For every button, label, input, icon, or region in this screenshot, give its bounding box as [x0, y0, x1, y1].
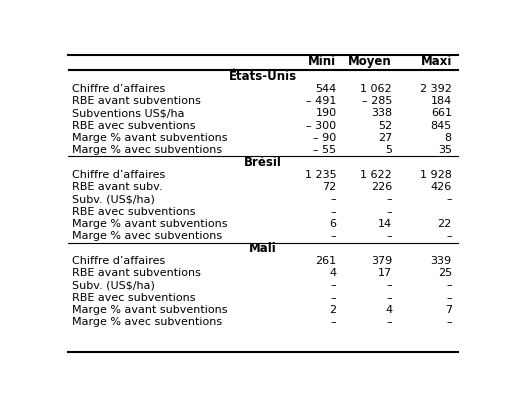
- Text: 5: 5: [385, 145, 392, 155]
- Text: 4: 4: [329, 268, 337, 278]
- Text: –: –: [446, 195, 452, 204]
- Text: Marge % avec subventions: Marge % avec subventions: [72, 145, 222, 155]
- Text: 2 392: 2 392: [420, 84, 452, 94]
- Text: Mini: Mini: [308, 56, 337, 69]
- Text: –: –: [446, 231, 452, 241]
- Text: 1 235: 1 235: [305, 170, 337, 180]
- Text: 14: 14: [378, 219, 392, 229]
- Text: –: –: [331, 195, 337, 204]
- Text: – 285: – 285: [362, 96, 392, 106]
- Text: Moyen: Moyen: [348, 56, 392, 69]
- Text: 17: 17: [378, 268, 392, 278]
- Text: 261: 261: [315, 256, 337, 266]
- Text: Marge % avant subventions: Marge % avant subventions: [72, 219, 228, 229]
- Text: 8: 8: [445, 133, 452, 143]
- Text: Marge % avant subventions: Marge % avant subventions: [72, 133, 228, 143]
- Text: RBE avec subventions: RBE avec subventions: [72, 293, 195, 303]
- Text: – 300: – 300: [306, 121, 337, 131]
- Text: 544: 544: [315, 84, 337, 94]
- Text: 226: 226: [371, 182, 392, 192]
- Text: –: –: [386, 195, 392, 204]
- Text: 426: 426: [430, 182, 452, 192]
- Text: Maxi: Maxi: [420, 56, 452, 69]
- Text: –: –: [386, 293, 392, 303]
- Text: 379: 379: [371, 256, 392, 266]
- Text: Chiffre d’affaires: Chiffre d’affaires: [72, 256, 165, 266]
- Text: 25: 25: [438, 268, 452, 278]
- Text: Chiffre d’affaires: Chiffre d’affaires: [72, 84, 165, 94]
- Text: –: –: [446, 280, 452, 291]
- Text: 1 928: 1 928: [420, 170, 452, 180]
- Text: Marge % avant subventions: Marge % avant subventions: [72, 305, 228, 315]
- Text: – 55: – 55: [313, 145, 337, 155]
- Text: 7: 7: [445, 305, 452, 315]
- Text: – 90: – 90: [313, 133, 337, 143]
- Text: 190: 190: [315, 108, 337, 118]
- Text: RBE avec subventions: RBE avec subventions: [72, 207, 195, 217]
- Text: 339: 339: [430, 256, 452, 266]
- Text: Subventions US$/ha: Subventions US$/ha: [72, 108, 185, 118]
- Text: Mali: Mali: [249, 242, 277, 255]
- Text: –: –: [331, 231, 337, 241]
- Text: 6: 6: [329, 219, 337, 229]
- Text: –: –: [331, 318, 337, 327]
- Text: Marge % avec subventions: Marge % avec subventions: [72, 231, 222, 241]
- Text: Brésil: Brésil: [244, 156, 282, 169]
- Text: –: –: [446, 318, 452, 327]
- Text: 72: 72: [322, 182, 337, 192]
- Text: –: –: [331, 207, 337, 217]
- Text: –: –: [386, 318, 392, 327]
- Text: Subv. (US$/ha): Subv. (US$/ha): [72, 280, 155, 291]
- Text: 52: 52: [378, 121, 392, 131]
- Text: Chiffre d’affaires: Chiffre d’affaires: [72, 170, 165, 180]
- Text: 184: 184: [430, 96, 452, 106]
- Text: – 491: – 491: [306, 96, 337, 106]
- Text: États-Unis: États-Unis: [229, 70, 297, 83]
- Text: –: –: [386, 280, 392, 291]
- Text: 27: 27: [378, 133, 392, 143]
- Text: –: –: [331, 293, 337, 303]
- Text: 4: 4: [385, 305, 392, 315]
- Text: RBE avant subventions: RBE avant subventions: [72, 96, 201, 106]
- Text: –: –: [446, 293, 452, 303]
- Text: –: –: [386, 231, 392, 241]
- Text: RBE avant subventions: RBE avant subventions: [72, 268, 201, 278]
- Text: Subv. (US$/ha): Subv. (US$/ha): [72, 195, 155, 204]
- Text: 661: 661: [431, 108, 452, 118]
- Text: RBE avant subv.: RBE avant subv.: [72, 182, 163, 192]
- Text: RBE avec subventions: RBE avec subventions: [72, 121, 195, 131]
- Text: 22: 22: [438, 219, 452, 229]
- Text: 35: 35: [438, 145, 452, 155]
- Text: –: –: [386, 207, 392, 217]
- Text: 1 062: 1 062: [361, 84, 392, 94]
- Text: –: –: [331, 280, 337, 291]
- Text: Marge % avec subventions: Marge % avec subventions: [72, 318, 222, 327]
- Text: 338: 338: [371, 108, 392, 118]
- Text: 1 622: 1 622: [360, 170, 392, 180]
- Text: 845: 845: [430, 121, 452, 131]
- Text: 2: 2: [329, 305, 337, 315]
